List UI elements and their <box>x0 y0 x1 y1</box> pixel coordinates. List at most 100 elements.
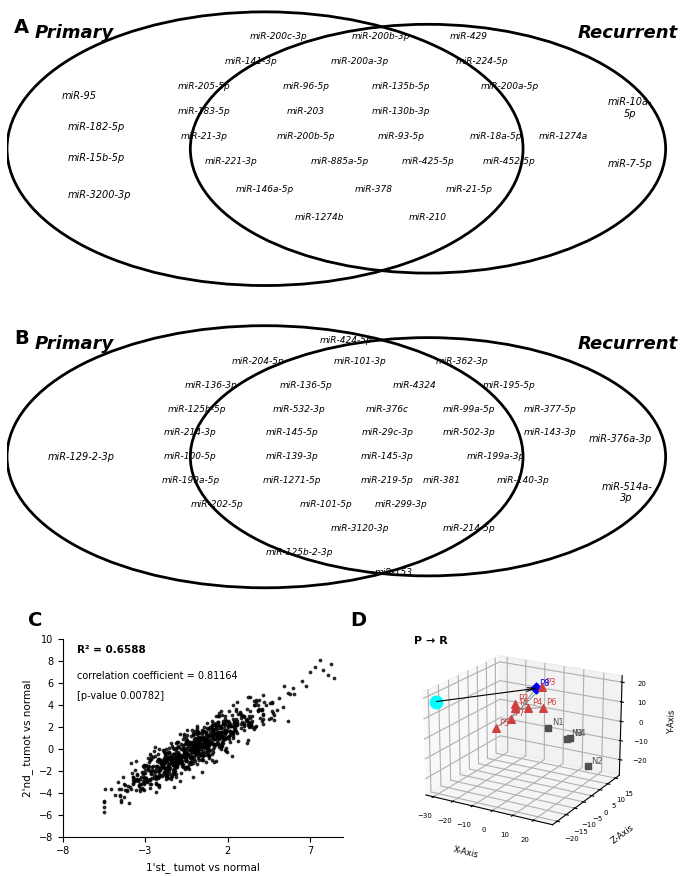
Point <box>153 764 164 778</box>
Point <box>160 752 171 766</box>
Point <box>207 722 218 736</box>
Point <box>138 770 149 784</box>
Point <box>209 738 220 752</box>
Point <box>174 756 185 770</box>
Point <box>245 690 256 704</box>
Point <box>220 731 232 745</box>
Point <box>134 782 146 796</box>
Point <box>180 745 191 759</box>
Point <box>265 696 276 710</box>
Point <box>231 717 242 731</box>
Point <box>218 717 229 731</box>
Point <box>199 736 210 750</box>
Point <box>114 788 125 802</box>
Point <box>167 756 178 770</box>
Point <box>195 731 206 745</box>
Point <box>211 728 223 742</box>
Point <box>214 730 225 744</box>
Point <box>160 752 171 766</box>
Point <box>187 738 198 752</box>
Text: miR-96-5p: miR-96-5p <box>282 82 329 91</box>
Text: miR-362-3p: miR-362-3p <box>435 357 489 366</box>
Point <box>207 745 218 759</box>
Text: miR-3120-3p: miR-3120-3p <box>331 524 389 533</box>
Point <box>163 751 174 765</box>
Point <box>150 777 162 791</box>
Point <box>158 745 169 759</box>
Point <box>183 736 194 750</box>
Point <box>133 774 144 788</box>
Point <box>188 745 199 759</box>
Point <box>189 752 200 766</box>
Point <box>211 731 223 745</box>
Point <box>257 707 268 721</box>
Point <box>265 711 276 725</box>
Point <box>161 767 172 781</box>
Point <box>193 725 204 739</box>
Point <box>142 760 153 774</box>
Point <box>181 734 192 748</box>
Point <box>185 742 196 756</box>
Point <box>304 666 316 680</box>
Point <box>184 738 195 752</box>
Point <box>157 759 168 773</box>
Text: miR-514a-
3p: miR-514a- 3p <box>601 482 652 504</box>
Point <box>193 732 204 746</box>
Point <box>192 721 203 735</box>
Point <box>164 761 176 775</box>
Text: miR-425-5p: miR-425-5p <box>402 157 454 166</box>
Point <box>212 731 223 745</box>
Point <box>198 724 209 738</box>
Point <box>169 746 180 760</box>
Point <box>218 714 229 728</box>
Point <box>176 748 188 762</box>
Point <box>152 779 163 793</box>
Point <box>206 738 217 752</box>
Point <box>220 724 232 738</box>
Text: miR-202-5p: miR-202-5p <box>191 500 244 509</box>
Point <box>147 763 158 777</box>
Point <box>202 740 214 754</box>
Point <box>142 763 153 777</box>
Point <box>199 748 210 762</box>
Point <box>209 723 220 737</box>
Point <box>246 714 258 728</box>
Point <box>172 747 183 761</box>
Text: miR-145-5p: miR-145-5p <box>266 428 318 437</box>
Point <box>140 771 151 785</box>
Point <box>301 680 312 694</box>
Point <box>192 725 203 739</box>
Point <box>177 740 188 754</box>
Point <box>244 709 255 723</box>
Point <box>129 764 140 778</box>
Point <box>180 731 191 745</box>
Point <box>197 729 208 743</box>
Point <box>144 781 155 795</box>
Point <box>218 724 230 738</box>
Point <box>219 709 230 723</box>
Point <box>229 721 240 735</box>
Point <box>154 769 165 783</box>
Point <box>318 663 329 677</box>
Point <box>141 758 152 772</box>
Point <box>224 703 235 717</box>
Point <box>214 719 225 733</box>
Point <box>213 736 224 750</box>
Text: miR-429: miR-429 <box>449 32 488 41</box>
Point <box>251 695 262 709</box>
Point <box>249 720 260 734</box>
Point <box>228 698 239 712</box>
Point <box>248 722 260 736</box>
Point <box>225 719 237 733</box>
Text: R² = 0.6588: R² = 0.6588 <box>77 646 146 655</box>
Point <box>178 727 190 741</box>
Point <box>201 748 212 762</box>
Point <box>130 772 141 786</box>
Point <box>167 769 178 783</box>
Point <box>214 740 225 754</box>
Point <box>155 757 167 771</box>
Point <box>205 728 216 742</box>
Point <box>197 748 208 762</box>
Point <box>188 737 199 751</box>
Point <box>212 723 223 737</box>
